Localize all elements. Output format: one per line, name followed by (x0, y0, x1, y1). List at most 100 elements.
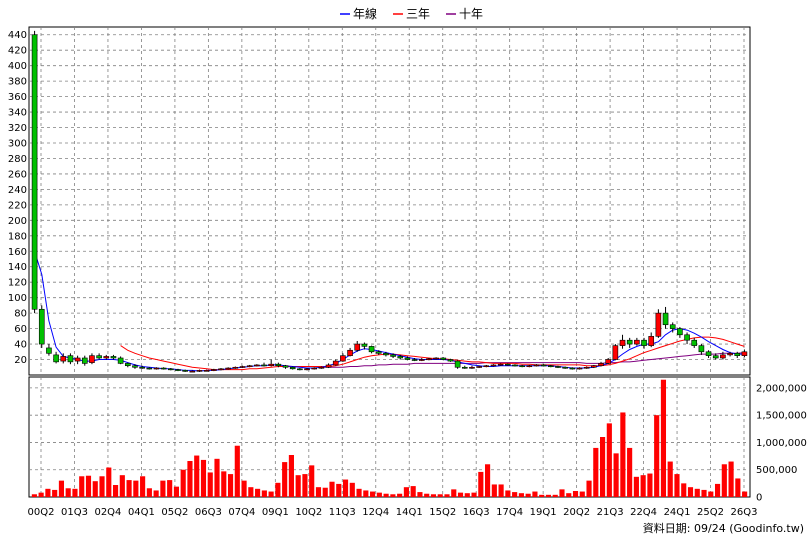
volume-bar (586, 480, 592, 497)
price-tick-label: 20 (14, 355, 27, 366)
candle-body (440, 357, 447, 360)
candle-body (662, 312, 669, 326)
candle-body (677, 328, 683, 336)
volume-bar (356, 488, 362, 497)
price-tick-label: 240 (8, 185, 27, 196)
candle-body (225, 367, 231, 370)
price-tick-label: 120 (8, 278, 27, 289)
candle-body (38, 308, 45, 345)
volume-bar (721, 464, 727, 497)
x-tick-label: 14Q1 (396, 507, 423, 518)
candle-body (390, 354, 396, 357)
candle-body (124, 363, 131, 367)
volume-bar (593, 447, 599, 497)
candle-body (555, 366, 561, 368)
volume-bar (92, 481, 98, 497)
volume-bar (444, 494, 450, 497)
candle-body (332, 360, 339, 366)
source-label: 資料日期: 09/24 (Goodinfo.tw) (643, 521, 804, 535)
x-tick-label: 24Q1 (664, 507, 691, 518)
candle-body (569, 367, 576, 370)
volume-bar (403, 487, 409, 497)
price-tick-label: 140 (8, 262, 27, 273)
volume-bar (728, 461, 734, 497)
candle-body (211, 369, 217, 371)
volume-bar (288, 455, 294, 497)
price-tick-label: 400 (8, 61, 27, 72)
volume-bar (227, 474, 234, 497)
volume-bar (275, 482, 281, 497)
volume-bar (640, 475, 646, 497)
volume-bar (79, 476, 85, 497)
candle-body (218, 368, 224, 371)
candle-body (404, 357, 411, 360)
price-tick-label: 100 (8, 293, 27, 304)
x-tick-label: 19Q1 (530, 507, 557, 518)
price-tick-label: 320 (8, 123, 27, 134)
candle-body (526, 365, 533, 368)
x-tick-label: 10Q2 (295, 507, 322, 518)
volume-bar (58, 480, 65, 497)
volume-bar (397, 493, 403, 497)
volume-bar (694, 488, 700, 497)
volume-bar (72, 488, 78, 497)
volume-bar (647, 473, 653, 497)
price-tick-label: 420 (8, 46, 27, 57)
volume-bar (701, 489, 707, 497)
volume-bar (613, 453, 619, 497)
candle-body (433, 357, 439, 360)
x-tick-label: 02Q4 (94, 507, 121, 518)
volume-bar (65, 488, 71, 497)
volume-bar (146, 488, 152, 497)
volume-bar (241, 480, 247, 497)
candle-body (261, 364, 267, 367)
candle-body (504, 363, 511, 366)
candle-body (548, 365, 554, 368)
price-gridlines (29, 27, 750, 375)
volume-bar (735, 478, 741, 497)
price-tick-label: 380 (8, 77, 27, 88)
candle-body (53, 354, 59, 363)
volume-bar (268, 491, 274, 497)
candle-body (196, 370, 203, 372)
candle-body (519, 365, 525, 368)
volume-bar (606, 423, 612, 497)
volume-bar (478, 471, 484, 497)
volume-bar (512, 492, 518, 497)
candle-body (132, 365, 138, 368)
volume-bar (167, 480, 173, 497)
volume-bar (234, 445, 240, 497)
legend-label-0: 年線 (353, 6, 377, 21)
price-tick-label: 440 (8, 30, 27, 41)
candle-body (497, 363, 504, 366)
volume-bar (126, 480, 132, 497)
candle-body (60, 356, 67, 362)
candle-body (96, 355, 102, 359)
volume-bar (451, 489, 457, 497)
volume-bar (552, 494, 558, 497)
x-tick-label: 00Q2 (28, 507, 55, 518)
candle-body (89, 355, 95, 363)
candle-body (648, 336, 655, 346)
volume-bar (545, 494, 552, 497)
x-tick-label: 22Q4 (630, 507, 657, 518)
volume-bar (471, 492, 477, 497)
volume-bar (464, 493, 470, 497)
volume-bar (430, 494, 437, 497)
candle-body (275, 363, 282, 367)
candle-body (490, 364, 497, 367)
price-tick-label: 260 (8, 169, 27, 180)
volume-bar (417, 492, 423, 497)
candle-body (634, 339, 640, 345)
volume-bar (160, 480, 166, 497)
candle-body (139, 366, 145, 369)
x-tick-label: 21Q3 (597, 507, 624, 518)
volume-tick-label: 1,500,000 (756, 411, 807, 422)
volume-bar (140, 476, 146, 497)
price-tick-label: 340 (8, 108, 27, 119)
legend-label-1: 三年 (406, 7, 430, 21)
legend-label-2: 十年 (459, 7, 483, 21)
volume-bar (505, 490, 511, 497)
candle-body (31, 34, 38, 310)
volume-bar (390, 494, 396, 497)
